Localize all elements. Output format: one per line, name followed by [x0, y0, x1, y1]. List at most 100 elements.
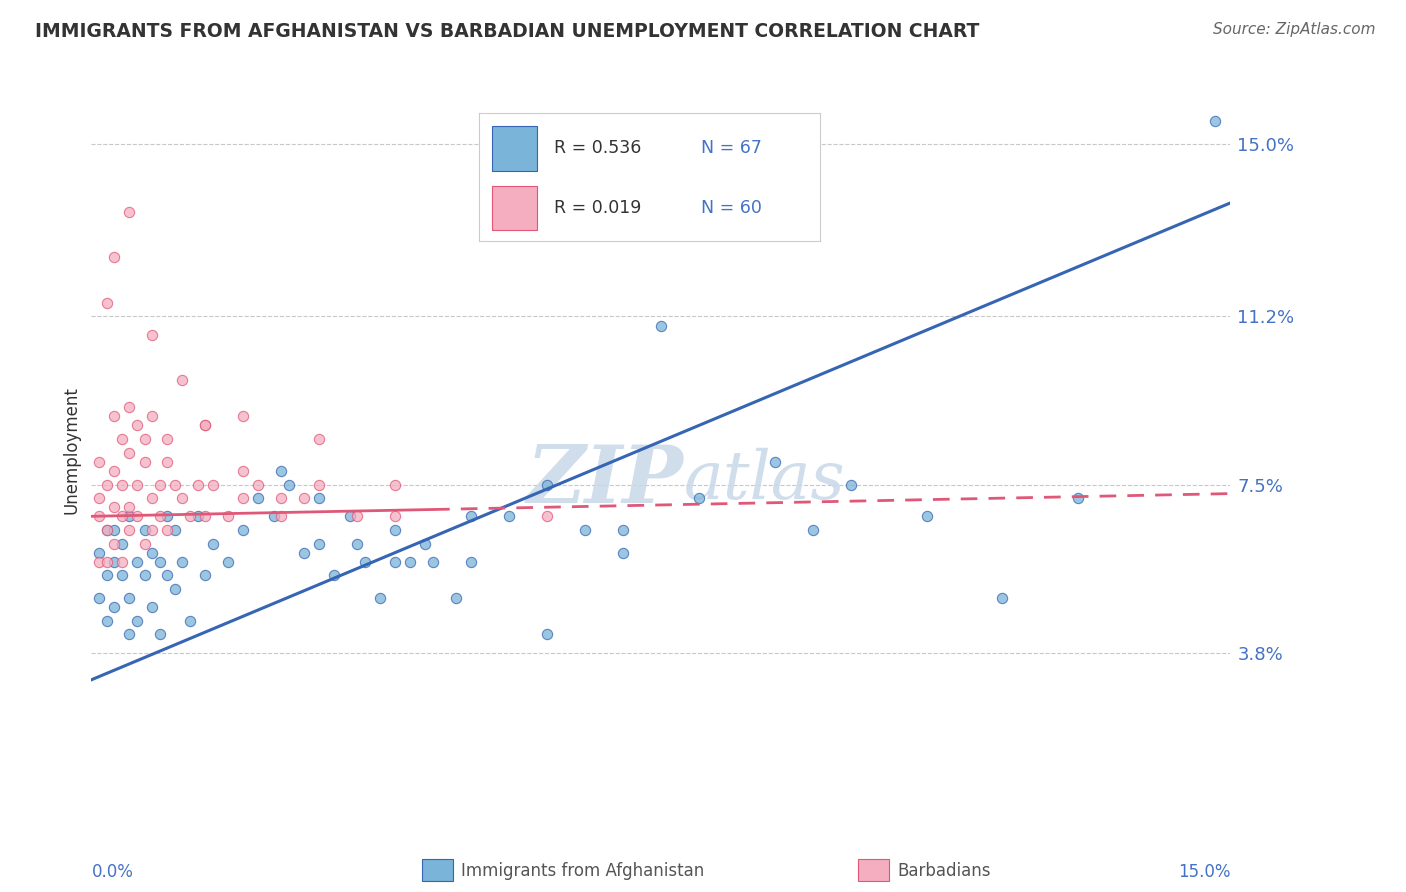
Point	[118, 205, 141, 219]
Point	[498, 509, 520, 524]
Point	[87, 555, 110, 569]
Point	[612, 546, 634, 560]
Point	[201, 536, 224, 550]
Point	[96, 568, 118, 582]
Point	[103, 536, 125, 550]
Point	[308, 536, 330, 550]
Point	[801, 523, 824, 537]
Point	[247, 477, 270, 491]
Point	[134, 432, 156, 446]
Text: 0.0%: 0.0%	[91, 863, 134, 880]
Point	[134, 455, 156, 469]
Point	[118, 591, 141, 605]
Point	[118, 523, 141, 537]
Point	[125, 509, 148, 524]
Point	[87, 546, 110, 560]
Point	[125, 555, 148, 569]
Text: Immigrants from Afghanistan: Immigrants from Afghanistan	[461, 862, 704, 880]
Point	[460, 509, 482, 524]
Point	[346, 536, 368, 550]
Point	[125, 418, 148, 433]
Point	[103, 251, 125, 265]
Point	[292, 491, 315, 505]
Point	[194, 568, 217, 582]
Point	[111, 536, 134, 550]
Point	[217, 555, 239, 569]
Point	[323, 568, 346, 582]
Point	[172, 491, 194, 505]
Point	[612, 523, 634, 537]
Point	[111, 568, 134, 582]
Point	[134, 536, 156, 550]
Point	[308, 432, 330, 446]
Point	[536, 509, 558, 524]
Point	[194, 509, 217, 524]
Point	[368, 591, 391, 605]
Point	[1067, 491, 1090, 505]
Point	[96, 614, 118, 628]
Point	[270, 464, 292, 478]
Point	[149, 555, 172, 569]
Text: ZIP: ZIP	[527, 442, 683, 519]
Point	[111, 477, 134, 491]
Point	[103, 500, 125, 515]
Point	[87, 455, 110, 469]
Point	[149, 477, 172, 491]
Point	[172, 373, 194, 387]
Text: 15.0%: 15.0%	[1178, 863, 1230, 880]
Point	[308, 477, 330, 491]
Point	[118, 627, 141, 641]
Point	[163, 582, 186, 596]
Point	[87, 509, 110, 524]
Point	[141, 600, 163, 615]
Point	[384, 555, 406, 569]
Point	[103, 464, 125, 478]
Point	[270, 491, 292, 505]
Point	[87, 591, 110, 605]
Point	[763, 455, 786, 469]
Point	[156, 509, 179, 524]
Point	[232, 491, 254, 505]
Point	[232, 409, 254, 424]
Point	[141, 491, 163, 505]
Point	[247, 491, 270, 505]
Point	[460, 555, 482, 569]
Point	[574, 523, 596, 537]
Point	[125, 477, 148, 491]
Point	[141, 409, 163, 424]
Point	[149, 509, 172, 524]
Point	[688, 491, 710, 505]
Text: Barbadians: Barbadians	[897, 862, 991, 880]
Point	[187, 509, 209, 524]
Point	[141, 546, 163, 560]
Point	[346, 509, 368, 524]
Point	[141, 327, 163, 342]
Point	[353, 555, 375, 569]
Point	[194, 418, 217, 433]
Point	[172, 555, 194, 569]
Point	[650, 318, 672, 333]
Point	[263, 509, 285, 524]
Point	[96, 296, 118, 310]
Text: IMMIGRANTS FROM AFGHANISTAN VS BARBADIAN UNEMPLOYMENT CORRELATION CHART: IMMIGRANTS FROM AFGHANISTAN VS BARBADIAN…	[35, 22, 980, 41]
Point	[111, 432, 134, 446]
Point	[536, 627, 558, 641]
Point	[415, 536, 437, 550]
Point	[384, 477, 406, 491]
Point	[339, 509, 361, 524]
Point	[444, 591, 467, 605]
Point	[179, 509, 201, 524]
Point	[277, 477, 299, 491]
Point	[839, 477, 862, 491]
Point	[134, 568, 156, 582]
Point	[991, 591, 1014, 605]
Point	[103, 555, 125, 569]
Point	[308, 491, 330, 505]
Point	[96, 523, 118, 537]
Point	[163, 477, 186, 491]
Point	[156, 523, 179, 537]
Point	[1204, 114, 1226, 128]
Y-axis label: Unemployment: Unemployment	[62, 386, 80, 515]
Point	[156, 568, 179, 582]
Text: Source: ZipAtlas.com: Source: ZipAtlas.com	[1212, 22, 1375, 37]
